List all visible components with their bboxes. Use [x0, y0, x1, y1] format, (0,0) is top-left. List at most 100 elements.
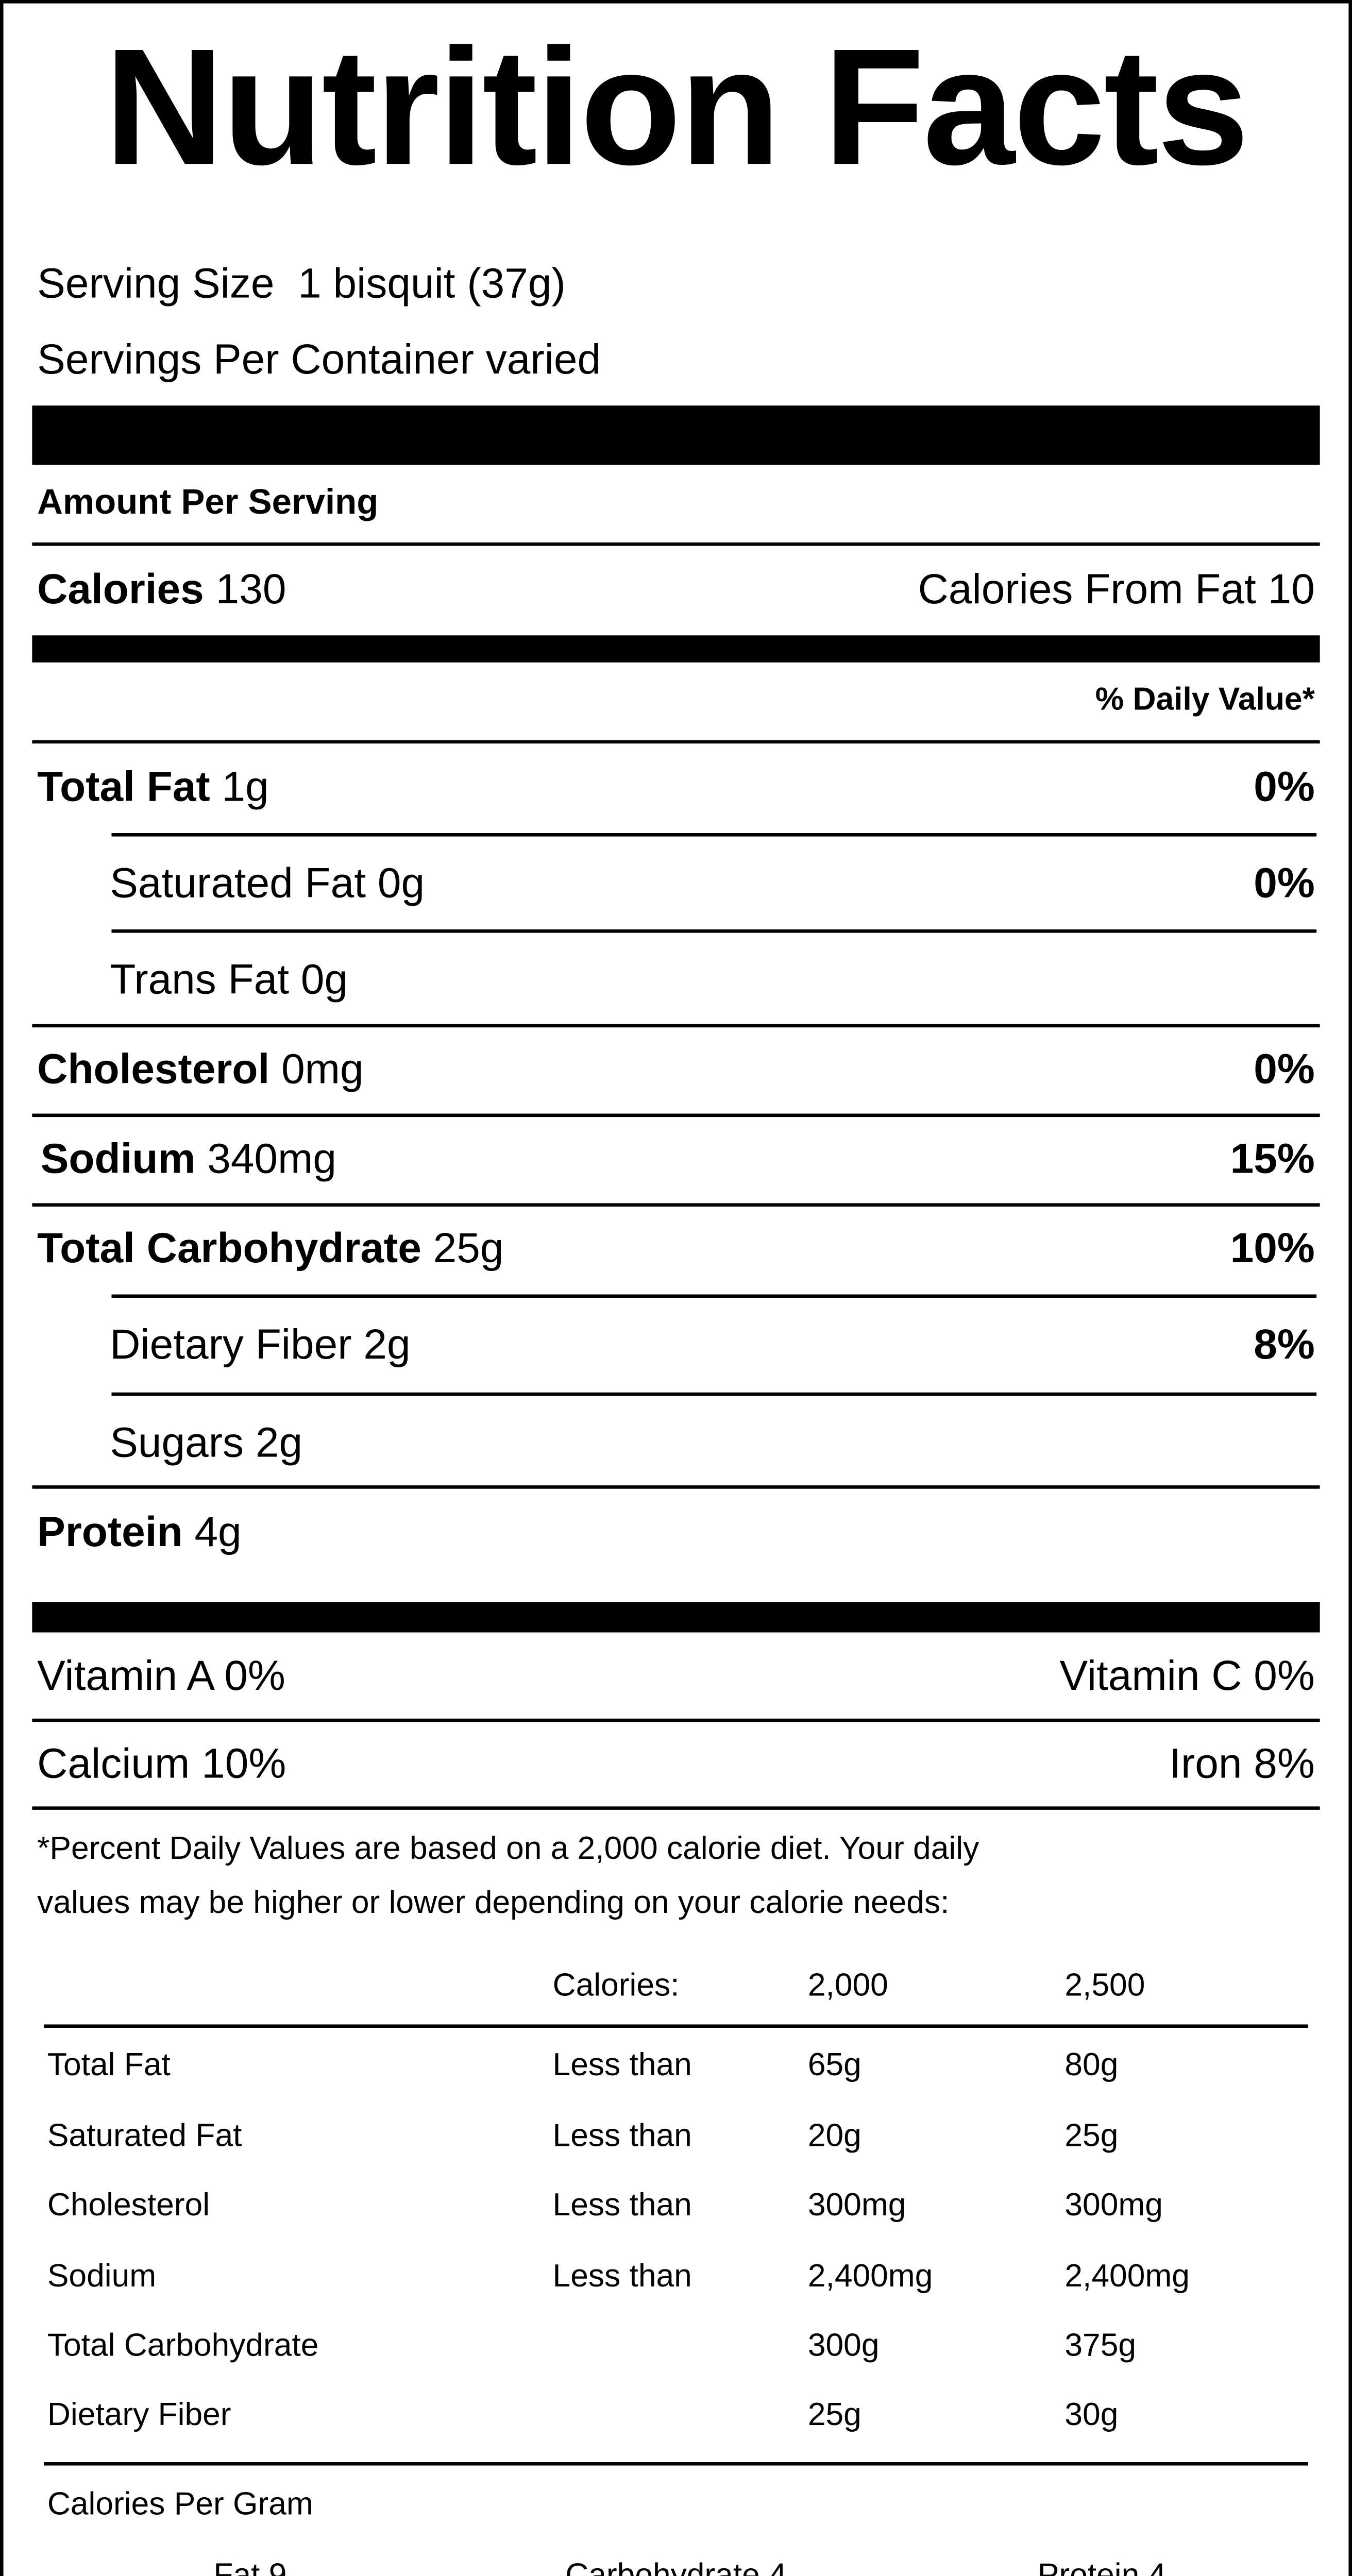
nutrient-row-trans-fat: Trans Fat 0g — [110, 955, 348, 1005]
ref-value-2000: 25g — [807, 2398, 861, 2434]
divider — [32, 1024, 1320, 1028]
divider — [32, 1203, 1320, 1207]
calories-value: 130 — [215, 566, 286, 614]
servings-per-container: Servings Per Container varied — [37, 334, 601, 385]
calories-from-fat-label: Calories From Fat — [918, 566, 1256, 614]
ref-qualifier: Less than — [552, 2048, 692, 2084]
servings-per-container-value: varied — [485, 336, 601, 384]
nutrient-name: Dietary Fiber — [110, 1321, 352, 1369]
medium-divider — [32, 1602, 1320, 1633]
serving-size-label: Serving Size — [37, 260, 275, 308]
divider — [111, 1392, 1317, 1396]
nutrient-amount: 25g — [433, 1225, 504, 1273]
nutrient-row-dietary-fiber: Dietary Fiber 2g — [110, 1320, 410, 1370]
divider — [32, 1718, 1320, 1722]
ref-value-2000: 65g — [807, 2048, 861, 2084]
nutrient-row-protein: Protein 4g — [37, 1507, 242, 1558]
nutrient-dv: 15% — [1230, 1136, 1315, 1183]
nutrient-name: Saturated Fat — [110, 860, 366, 908]
divider — [44, 2462, 1308, 2466]
iron: Iron 8% — [1169, 1740, 1315, 1788]
nutrient-amount: 0g — [300, 956, 348, 1004]
nutrient-dv: 8% — [1254, 1321, 1315, 1369]
ref-value-2000: 2,400mg — [807, 2259, 933, 2295]
ref-qualifier: Less than — [552, 2188, 692, 2224]
calories: Calories 130 — [37, 565, 286, 615]
calories-from-fat-value: 10 — [1268, 566, 1315, 614]
ref-header-2000: 2,000 — [807, 1969, 888, 2005]
divider — [111, 929, 1317, 933]
nutrient-name: Cholesterol — [37, 1046, 270, 1094]
ref-nutrient: Total Fat — [47, 2048, 171, 2084]
cal-per-gram-carbohydrate: Carbohydrate 4 — [507, 2557, 845, 2576]
divider — [111, 1294, 1317, 1298]
serving-size: Serving Size 1 bisquit (37g) — [37, 259, 566, 309]
nutrient-amount: 340mg — [207, 1136, 336, 1183]
nutrient-name: Protein — [37, 1509, 183, 1556]
ref-value-2500: 375g — [1064, 2328, 1137, 2364]
nutrient-row-sugars: Sugars 2g — [110, 1418, 302, 1468]
cal-per-gram-protein: Protein 4 — [933, 2557, 1271, 2576]
amount-per-serving: Amount Per Serving — [37, 483, 379, 522]
label-title: Nutrition Facts — [104, 13, 1249, 200]
ref-value-2500: 2,400mg — [1064, 2259, 1190, 2295]
ref-header-calories: Calories: — [552, 1969, 680, 2005]
divider — [44, 2024, 1308, 2028]
vitamin-c: Vitamin C 0% — [1059, 1652, 1315, 1700]
ref-nutrient: Dietary Fiber — [47, 2398, 231, 2434]
nutrient-dv: 10% — [1230, 1225, 1315, 1273]
medium-divider — [32, 635, 1320, 663]
divider — [32, 1485, 1320, 1489]
nutrient-name: Sodium — [40, 1136, 196, 1183]
divider — [32, 542, 1320, 546]
ref-value-2000: 20g — [807, 2119, 861, 2155]
thick-divider — [32, 405, 1320, 465]
nutrient-row-total-fat: Total Fat 1g — [37, 762, 269, 812]
cal-per-gram-fat: Fat 9 — [81, 2557, 419, 2576]
ref-value-2500: 30g — [1064, 2398, 1119, 2434]
serving-size-value: 1 bisquit (37g) — [298, 260, 566, 308]
nutrient-dv: 0% — [1254, 764, 1315, 811]
nutrient-amount: 2g — [363, 1321, 411, 1369]
nutrient-amount: 1g — [222, 764, 269, 811]
divider — [32, 1113, 1320, 1117]
nutrient-dv: 0% — [1254, 860, 1315, 908]
nutrient-amount: 2g — [255, 1419, 303, 1467]
footnote-line-2: values may be higher or lower depending … — [37, 1886, 950, 1922]
nutrient-row-cholesterol: Cholesterol 0mg — [37, 1044, 363, 1095]
daily-value-header: % Daily Value* — [1095, 683, 1315, 718]
ref-header-2500: 2,500 — [1064, 1969, 1145, 2005]
calories-per-gram-label: Calories Per Gram — [47, 2487, 313, 2523]
nutrient-amount: 0mg — [281, 1046, 364, 1094]
nutrient-name: Trans Fat — [110, 956, 290, 1004]
ref-nutrient: Total Carbohydrate — [47, 2328, 319, 2364]
servings-per-container-label: Servings Per Container — [37, 336, 474, 384]
nutrient-amount: 4g — [194, 1509, 242, 1556]
ref-nutrient: Saturated Fat — [47, 2119, 242, 2155]
calories-label: Calories — [37, 566, 204, 614]
ref-qualifier: Less than — [552, 2119, 692, 2155]
vitamin-a: Vitamin A 0% — [37, 1652, 285, 1700]
nutrient-name: Total Fat — [37, 764, 210, 811]
footnote-line-1: *Percent Daily Values are based on a 2,0… — [37, 1832, 979, 1868]
nutrient-amount: 0g — [377, 860, 425, 908]
nutrient-row-total-carbohydrate: Total Carbohydrate 25g — [37, 1224, 503, 1274]
nutrient-row-sodium: Sodium 340mg — [41, 1134, 336, 1184]
ref-value-2500: 80g — [1064, 2048, 1119, 2084]
calcium: Calcium 10% — [37, 1740, 286, 1788]
nutrient-name: Sugars — [110, 1419, 244, 1467]
ref-nutrient: Sodium — [47, 2259, 157, 2295]
divider — [32, 1806, 1320, 1810]
ref-value-2000: 300g — [807, 2328, 880, 2364]
ref-qualifier: Less than — [552, 2259, 692, 2295]
ref-nutrient: Cholesterol — [47, 2188, 210, 2224]
divider — [32, 740, 1320, 744]
nutrient-dv: 0% — [1254, 1046, 1315, 1094]
nutrient-name: Total Carbohydrate — [37, 1225, 421, 1273]
divider — [111, 833, 1317, 837]
ref-value-2500: 300mg — [1064, 2188, 1163, 2224]
calories-from-fat: Calories From Fat 10 — [918, 565, 1315, 615]
nutrient-row-saturated-fat: Saturated Fat 0g — [110, 858, 425, 909]
ref-value-2500: 25g — [1064, 2119, 1119, 2155]
